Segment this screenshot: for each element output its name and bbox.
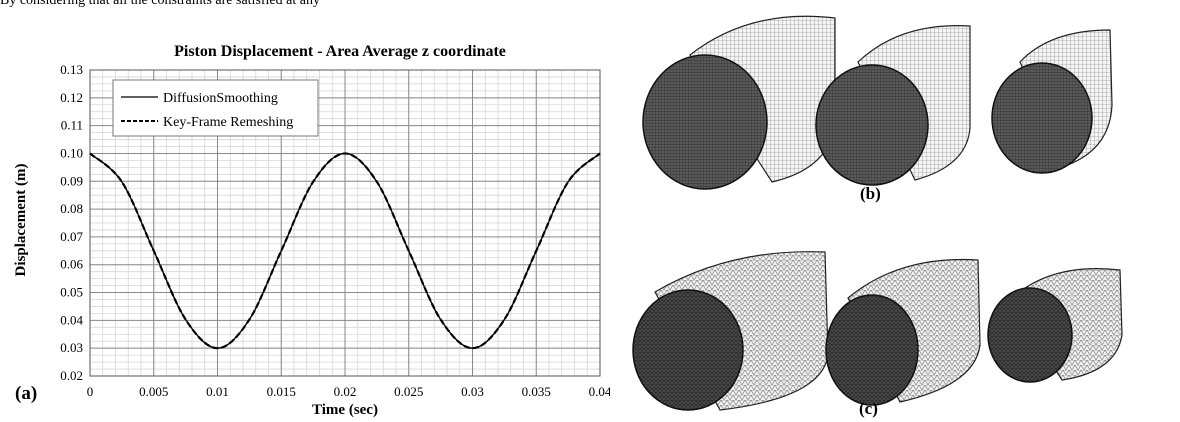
mesh-figure xyxy=(632,15,1123,411)
x-tick-label: 0 xyxy=(87,384,94,399)
panel-b-label: (b) xyxy=(860,184,881,203)
y-axis-label: Displacement (m) xyxy=(13,164,29,277)
y-tick-label: 0.04 xyxy=(60,312,83,327)
panel-c-label: (c) xyxy=(859,399,878,418)
tet-mesh-cylinder-medium xyxy=(825,258,981,406)
x-tick-label: 0.025 xyxy=(394,384,423,399)
y-tick-label: 0.10 xyxy=(60,145,83,160)
y-tick-label: 0.13 xyxy=(60,62,83,77)
chart-title: Piston Displacement - Area Average z coo… xyxy=(174,43,506,60)
tet-mesh-cylinder-small xyxy=(987,268,1123,383)
displacement-chart: Piston Displacement - Area Average z coo… xyxy=(13,43,610,418)
y-tick-label: 0.07 xyxy=(60,229,83,244)
y-tick-label: 0.11 xyxy=(61,118,83,133)
series-line-1 xyxy=(89,152,601,350)
y-tick-label: 0.12 xyxy=(60,90,83,105)
x-tick-label: 0.015 xyxy=(267,384,296,399)
legend-box xyxy=(112,79,319,137)
y-tick-label: 0.08 xyxy=(60,201,83,216)
y-tick-label: 0.02 xyxy=(60,368,83,383)
chart-legend: DiffusionSmoothing Key-Frame Remeshing xyxy=(112,79,319,137)
x-tick-label: 0.035 xyxy=(522,384,551,399)
legend-entry: Key-Frame Remeshing xyxy=(163,115,293,130)
quad-mesh-cylinder-large xyxy=(642,15,836,190)
tet-mesh-cylinder-large xyxy=(632,251,829,411)
y-tick-label: 0.06 xyxy=(60,257,83,272)
legend-entry: DiffusionSmoothing xyxy=(163,91,278,106)
y-tick-label: 0.09 xyxy=(60,173,83,188)
x-tick-label: 0.04 xyxy=(589,384,610,399)
y-tick-label: 0.03 xyxy=(60,340,83,355)
quad-mesh-cylinder-small xyxy=(991,29,1113,174)
plot-frame xyxy=(89,69,601,377)
x-tick-label: 0.01 xyxy=(206,384,229,399)
panel-a-label: (a) xyxy=(15,383,38,404)
y-tick-label: 0.05 xyxy=(60,285,83,300)
x-tick-label: 0.005 xyxy=(139,384,168,399)
header-text: By considering that all the constraints … xyxy=(0,0,320,8)
x-tick-label: 0.03 xyxy=(461,384,484,399)
quad-mesh-cylinder-medium xyxy=(815,25,971,186)
x-tick-label: 0.02 xyxy=(334,384,357,399)
x-axis-label: Time (sec) xyxy=(312,402,378,418)
